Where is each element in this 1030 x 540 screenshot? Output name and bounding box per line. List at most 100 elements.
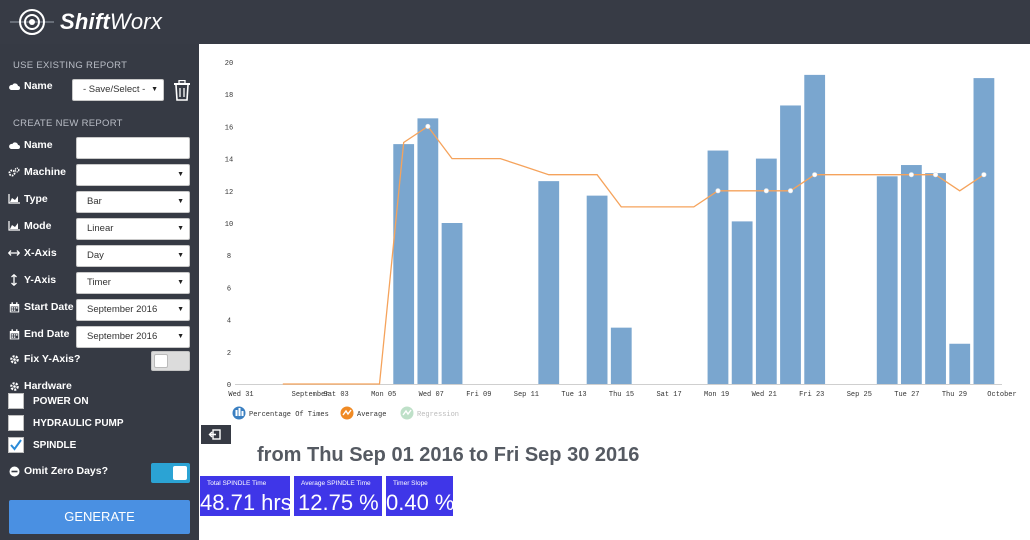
hydraulic-pump-checkbox[interactable] (8, 415, 24, 431)
bar-mark[interactable] (949, 343, 971, 384)
gears-icon (8, 166, 20, 178)
spindle-checkbox[interactable] (8, 437, 24, 453)
legend-item[interactable]: Average (340, 406, 387, 420)
y-axis-value: Timer (87, 277, 111, 288)
bar-mark[interactable] (441, 223, 463, 384)
type-label-text: Type (24, 193, 48, 205)
app-logo[interactable]: ShiftWorx (10, 4, 162, 40)
chevron-down-icon: ▼ (177, 252, 184, 259)
average-point (715, 188, 721, 194)
stat-value: 0.40 % (386, 490, 455, 515)
machine-label: Machine (8, 166, 66, 178)
cloud-icon (8, 139, 20, 151)
x-tick-label: October (987, 391, 1016, 399)
stat-label: Timer Slope (393, 480, 428, 487)
chevron-down-icon: ▼ (177, 225, 184, 232)
type-select[interactable]: Bar ▼ (76, 191, 190, 213)
x-tick-label: Thu 15 (609, 391, 634, 399)
start-date-select[interactable]: September 2016 ▼ (76, 299, 190, 321)
chart-area: 0 2 4 6 8 10 12 14 16 18 20 Wed 31 September Sat 03 Mo… (199, 44, 1030, 440)
legend-item[interactable]: Regression (400, 406, 460, 420)
y-axis-select[interactable]: Timer ▼ (76, 272, 190, 294)
bar-mark[interactable] (925, 173, 946, 384)
collapse-sidebar-button[interactable] (201, 425, 231, 444)
bar-mark[interactable] (876, 176, 898, 384)
y-tick-label: 6 (227, 285, 231, 293)
legend-label: Percentage Of Times (249, 411, 329, 419)
bar-mark[interactable] (586, 195, 608, 384)
y-tick-label: 18 (225, 92, 233, 100)
toggle-knob (154, 354, 168, 368)
start-date-label-text: Start Date (24, 301, 74, 313)
chevron-down-icon: ▼ (177, 333, 184, 340)
y-axis-label-text: Y-Axis (24, 274, 57, 286)
bar-mark[interactable] (538, 181, 560, 384)
hydraulic-pump-label: HYDRAULIC PUMP (33, 418, 124, 429)
gear-icon (8, 380, 20, 392)
bar-mark[interactable] (610, 327, 632, 384)
x-tick-label: Mon 05 (371, 391, 396, 399)
mode-label: Mode (8, 220, 51, 232)
y-tick-label: 4 (227, 318, 231, 326)
x-tick-label: Sep 25 (847, 391, 872, 399)
average-point (908, 172, 914, 178)
stat-total-time: Total SPINDLE Time 48.71 hrs (200, 476, 292, 516)
bar-mark[interactable] (417, 118, 439, 384)
bar-mark[interactable] (731, 221, 753, 384)
x-tick-label: September (292, 391, 330, 399)
omit-zero-text: Omit Zero Days? (24, 465, 109, 477)
power-on-checkbox[interactable] (8, 393, 24, 409)
x-axis-label-text: X-Axis (24, 247, 57, 259)
y-tick-label: 0 (227, 382, 231, 390)
x-axis-label: X-Axis (8, 247, 57, 259)
mode-select[interactable]: Linear ▼ (76, 218, 190, 240)
end-date-select[interactable]: September 2016 ▼ (76, 326, 190, 348)
bar-mark[interactable] (973, 78, 995, 384)
name-label: Name (8, 139, 53, 151)
bar-mark[interactable] (393, 144, 415, 384)
average-line (282, 125, 985, 385)
chevron-down-icon: ▼ (177, 171, 184, 178)
x-tick-label: Wed 21 (752, 391, 777, 399)
average-point (788, 188, 794, 194)
bar-mark[interactable] (780, 105, 801, 384)
x-tick-label: Fri 09 (466, 391, 491, 399)
minus-circle-icon (8, 465, 20, 477)
create-report-title: CREATE NEW REPORT (13, 118, 123, 129)
x-tick-label: Mon 19 (704, 391, 729, 399)
fix-y-axis-text: Fix Y-Axis? (24, 353, 81, 365)
app-brand: ShiftWorx (60, 9, 162, 35)
hardware-text: Hardware (24, 380, 72, 392)
date-range-title: from Thu Sep 01 2016 to Fri Sep 30 2016 (257, 444, 640, 466)
bar-mark[interactable] (900, 165, 922, 384)
cloud-icon (8, 80, 20, 92)
bar-mark[interactable] (804, 74, 826, 384)
calendar-icon (8, 328, 20, 340)
gear-icon (8, 353, 20, 365)
trash-icon[interactable] (173, 79, 191, 101)
average-point (981, 172, 987, 178)
start-date-value: September 2016 (87, 304, 158, 315)
start-date-label: Start Date (8, 301, 74, 313)
machine-select[interactable]: ▼ (76, 164, 190, 186)
y-tick-label: 20 (225, 60, 233, 68)
type-label: Type (8, 193, 48, 205)
toggle-knob (173, 466, 187, 480)
bar-mark[interactable] (707, 150, 729, 384)
chevron-down-icon: ▼ (177, 306, 184, 313)
x-axis-select[interactable]: Day ▼ (76, 245, 190, 267)
legend-item[interactable]: Percentage Of Times (232, 406, 329, 420)
calendar-icon (8, 301, 20, 313)
generate-button[interactable]: GENERATE (9, 500, 190, 534)
bar-mark[interactable] (755, 158, 777, 384)
mode-label-text: Mode (24, 220, 52, 232)
legend-label: Regression (417, 411, 459, 419)
x-tick-label: Thu 29 (942, 391, 967, 399)
brand-bold: Shift (60, 9, 110, 34)
fix-y-axis-toggle[interactable] (151, 351, 190, 371)
omit-zero-toggle[interactable] (151, 463, 190, 483)
existing-name-label: Name (8, 80, 53, 92)
existing-report-select[interactable]: - Save/Select - ▼ (72, 79, 164, 101)
x-tick-label: Tue 13 (561, 391, 586, 399)
name-input[interactable] (76, 137, 190, 159)
